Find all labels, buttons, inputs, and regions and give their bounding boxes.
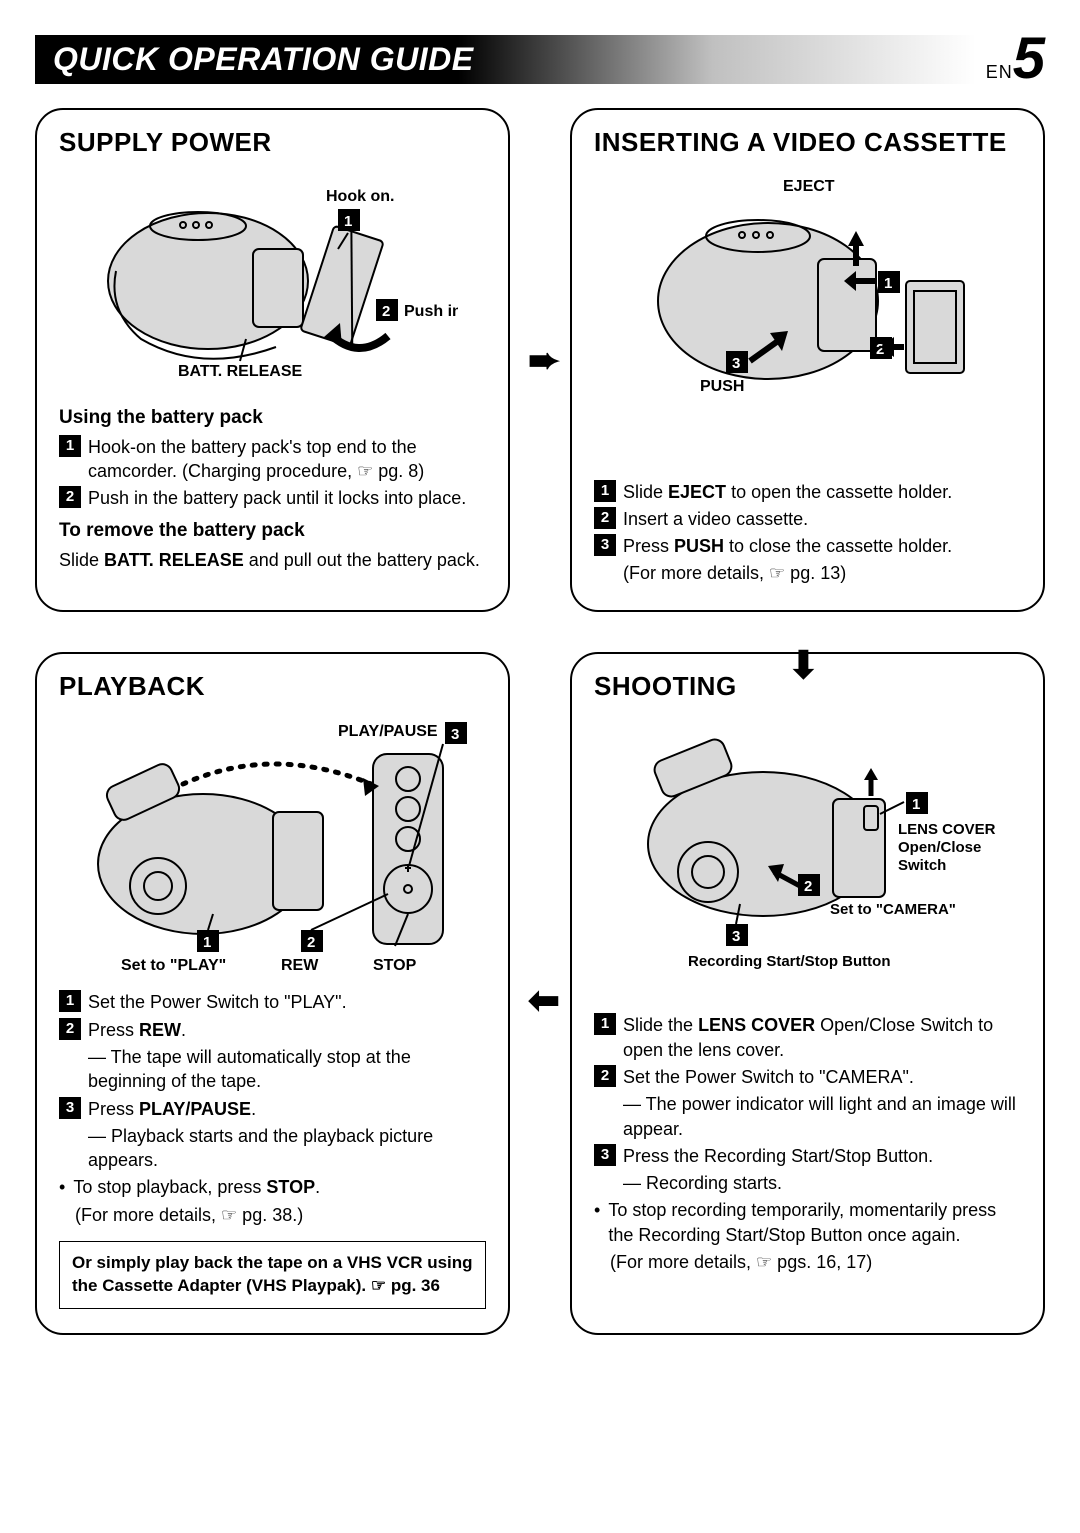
- svg-text:1: 1: [203, 934, 211, 951]
- playback-step-3: 3 Press PLAY/PAUSE.: [59, 1097, 486, 1121]
- playback-step-2-sub: — The tape will automatically stop at th…: [59, 1045, 486, 1094]
- svg-text:2: 2: [382, 303, 390, 320]
- svg-text:PUSH: PUSH: [700, 378, 744, 395]
- shooting-illustration: .f{fill:#d9d9d9;stroke:#000;stroke-width…: [594, 714, 1021, 974]
- shooting-step-1: 1 Slide the LENS COVER Open/Close Switch…: [594, 1013, 1021, 1062]
- supply-power-illustration: .f{fill:#d9d9d9;stroke:#000;stroke-width…: [59, 171, 486, 391]
- panel-grid: SUPPLY POWER .f{fill:#d9d9d9;stroke:#000…: [35, 108, 1045, 1335]
- step-text: Press PLAY/PAUSE.: [88, 1097, 486, 1121]
- playback-more: (For more details, ☞ pg. 38.): [59, 1203, 486, 1227]
- supply-power-title: SUPPLY POWER: [59, 128, 486, 157]
- shooting-more: (For more details, ☞ pgs. 16, 17): [594, 1250, 1021, 1274]
- playback-note-box: Or simply play back the tape on a VHS VC…: [59, 1241, 486, 1309]
- step-badge: 3: [59, 1097, 81, 1119]
- svg-text:STOP: STOP: [373, 957, 417, 974]
- step-badge: 2: [594, 507, 616, 529]
- svg-text:Set to "PLAY": Set to "PLAY": [121, 957, 226, 974]
- flow-arrow-down-icon: ⬇: [788, 643, 820, 688]
- step-text: Press REW.: [88, 1018, 486, 1042]
- shooting-step-2-sub: — The power indicator will light and an …: [594, 1092, 1021, 1141]
- step-badge: 1: [594, 1013, 616, 1035]
- shooting-step-3-sub: — Recording starts.: [594, 1171, 1021, 1195]
- header: QUICK OPERATION GUIDE EN 5: [35, 30, 1045, 88]
- svg-text:LENS COVER: LENS COVER: [898, 821, 996, 838]
- panel-insert-cassette: INSERTING A VIDEO CASSETTE .f{fill:#d9d9…: [570, 108, 1045, 612]
- flow-arrow-left-icon: ⬅: [528, 978, 560, 1023]
- svg-text:PLAY/PAUSE: PLAY/PAUSE: [338, 723, 438, 740]
- svg-text:3: 3: [451, 726, 459, 743]
- insert-step-3: 3 Press PUSH to close the cassette holde…: [594, 534, 1021, 558]
- step-badge: 2: [59, 486, 81, 508]
- shooting-bullet: To stop recording temporarily, momentari…: [594, 1198, 1021, 1247]
- step-badge: 1: [59, 435, 81, 457]
- step-text: Hook-on the battery pack's top end to th…: [88, 435, 486, 484]
- step-badge: 1: [594, 480, 616, 502]
- svg-text:2: 2: [804, 878, 812, 895]
- playback-illustration: .f{fill:#d9d9d9;stroke:#000;stroke-width…: [59, 714, 486, 974]
- supply-power-subhead1: Using the battery pack: [59, 407, 486, 429]
- svg-text:Switch: Switch: [898, 857, 946, 874]
- svg-text:EJECT: EJECT: [783, 178, 835, 195]
- step-text: Set the Power Switch to "PLAY".: [88, 990, 486, 1014]
- svg-text:1: 1: [344, 213, 352, 230]
- playback-step-3-sub: — Playback starts and the playback pictu…: [59, 1124, 486, 1173]
- step-text: Slide EJECT to open the cassette holder.: [623, 480, 1021, 504]
- step-badge: 2: [594, 1065, 616, 1087]
- insert-step-1: 1 Slide EJECT to open the cassette holde…: [594, 480, 1021, 504]
- step-text: Slide the LENS COVER Open/Close Switch t…: [623, 1013, 1021, 1062]
- step-badge: 3: [594, 1144, 616, 1166]
- step-text: Push in the battery pack until it locks …: [88, 486, 486, 510]
- step-badge: 3: [594, 534, 616, 556]
- svg-text:Hook on.: Hook on.: [326, 188, 394, 205]
- svg-text:Recording Start/Stop Button: Recording Start/Stop Button: [688, 953, 891, 970]
- step-badge: 1: [59, 990, 81, 1012]
- header-page-num: 5: [1013, 30, 1045, 88]
- svg-text:2: 2: [876, 341, 884, 358]
- svg-text:3: 3: [732, 928, 740, 945]
- svg-text:3: 3: [732, 355, 740, 372]
- header-lang: EN: [986, 62, 1013, 83]
- insert-cassette-title: INSERTING A VIDEO CASSETTE: [594, 128, 1021, 157]
- playback-title: PLAYBACK: [59, 672, 486, 701]
- insert-step-2: 2 Insert a video cassette.: [594, 507, 1021, 531]
- svg-text:Open/Close: Open/Close: [898, 839, 981, 856]
- svg-text:Set to "CAMERA": Set to "CAMERA": [830, 901, 956, 918]
- step-text: Press the Recording Start/Stop Button.: [623, 1144, 1021, 1168]
- svg-text:BATT. RELEASE: BATT. RELEASE: [178, 363, 302, 380]
- playback-step-2: 2 Press REW.: [59, 1018, 486, 1042]
- panel-playback: PLAYBACK .f{fill:#d9d9d9;stroke:#000;str…: [35, 652, 510, 1335]
- shooting-step-2: 2 Set the Power Switch to "CAMERA".: [594, 1065, 1021, 1089]
- svg-text:1: 1: [912, 796, 920, 813]
- playback-step-1: 1 Set the Power Switch to "PLAY".: [59, 990, 486, 1014]
- supply-power-step-2: 2 Push in the battery pack until it lock…: [59, 486, 486, 510]
- panel-shooting: SHOOTING .f{fill:#d9d9d9;stroke:#000;str…: [570, 652, 1045, 1335]
- svg-text:1: 1: [884, 275, 892, 292]
- panel-supply-power: SUPPLY POWER .f{fill:#d9d9d9;stroke:#000…: [35, 108, 510, 612]
- flow-arrow-right-icon: ➨: [528, 338, 560, 383]
- insert-cassette-illustration: .f{fill:#d9d9d9;stroke:#000;stroke-width…: [594, 171, 1021, 431]
- supply-power-remove-text: Slide BATT. RELEASE and pull out the bat…: [59, 548, 486, 572]
- step-badge: 2: [59, 1018, 81, 1040]
- step-text: Press PUSH to close the cassette holder.: [623, 534, 1021, 558]
- header-page: EN 5: [986, 30, 1045, 88]
- svg-text:Push in.: Push in.: [404, 303, 458, 320]
- header-title: QUICK OPERATION GUIDE: [35, 35, 976, 84]
- supply-power-step-1: 1 Hook-on the battery pack's top end to …: [59, 435, 486, 484]
- step-text: Insert a video cassette.: [623, 507, 1021, 531]
- supply-power-subhead2: To remove the battery pack: [59, 520, 486, 542]
- step-text: Set the Power Switch to "CAMERA".: [623, 1065, 1021, 1089]
- svg-text:REW: REW: [281, 957, 319, 974]
- shooting-step-3: 3 Press the Recording Start/Stop Button.: [594, 1144, 1021, 1168]
- playback-bullet: To stop playback, press STOP.: [59, 1175, 486, 1199]
- insert-more: (For more details, ☞ pg. 13): [594, 561, 1021, 585]
- svg-text:2: 2: [307, 934, 315, 951]
